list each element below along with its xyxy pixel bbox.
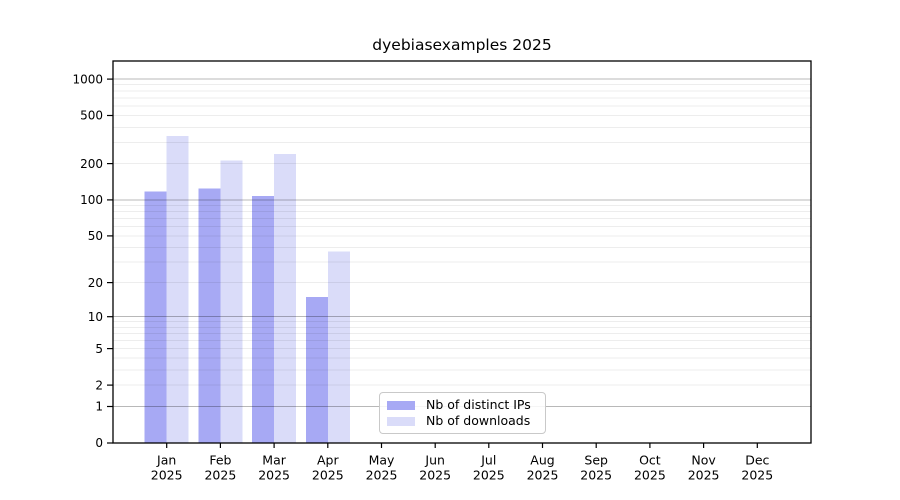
y-tick-label: 1000 — [72, 72, 103, 86]
legend-label-downloads: Nb of downloads — [426, 413, 531, 428]
y-tick-label: 0 — [95, 436, 103, 450]
y-tick-label: 50 — [88, 229, 103, 243]
y-tick-label: 1 — [95, 400, 103, 414]
bar-nb-of-downloads-feb — [220, 160, 243, 443]
y-tick-label: 100 — [80, 193, 103, 207]
y-tick-label: 200 — [80, 157, 103, 171]
bar-nb-of-distinct-ips-jan — [144, 191, 167, 443]
y-tick-label: 500 — [80, 109, 103, 123]
x-tick-label-oct: Oct 2025 — [634, 453, 666, 483]
y-tick-label: 10 — [88, 310, 103, 324]
x-tick-label-dec: Dec 2025 — [741, 453, 773, 483]
x-tick-label-sep: Sep 2025 — [580, 453, 612, 483]
x-tick-label-apr: Apr 2025 — [312, 453, 344, 483]
bar-nb-of-distinct-ips-feb — [198, 188, 221, 443]
chart-title: dyebiasexamples 2025 — [372, 36, 552, 54]
x-tick-label-jun: Jun 2025 — [419, 453, 451, 483]
bar-nb-of-distinct-ips-mar — [252, 195, 275, 443]
legend-item-downloads: Nb of downloads — [387, 413, 537, 429]
x-tick-label-jan: Jan 2025 — [151, 453, 183, 483]
legend-swatch-downloads-icon — [387, 416, 415, 426]
y-tick-label: 2 — [95, 378, 103, 392]
x-tick-label-feb: Feb 2025 — [204, 453, 236, 483]
x-tick-label-mar: Mar 2025 — [258, 453, 290, 483]
x-tick-label-may: May 2025 — [366, 453, 398, 483]
x-tick-label-jul: Jul 2025 — [473, 453, 505, 483]
bar-nb-of-distinct-ips-apr — [305, 297, 328, 443]
y-tick-label: 5 — [95, 342, 103, 356]
x-tick-label-aug: Aug 2025 — [527, 453, 559, 483]
y-tick-label: 20 — [88, 276, 103, 290]
legend-label-distinct-ips: Nb of distinct IPs — [426, 397, 531, 412]
bar-nb-of-downloads-mar — [274, 154, 297, 443]
legend-swatch-distinct-ips-icon — [387, 400, 415, 410]
plot-border — [112, 60, 812, 444]
bar-nb-of-downloads-jan — [166, 135, 189, 444]
bar-nb-of-downloads-apr — [327, 251, 350, 443]
legend-item-distinct-ips: Nb of distinct IPs — [387, 397, 537, 413]
legend: Nb of distinct IPs Nb of downloads — [379, 392, 546, 434]
x-tick-label-nov: Nov 2025 — [688, 453, 720, 483]
